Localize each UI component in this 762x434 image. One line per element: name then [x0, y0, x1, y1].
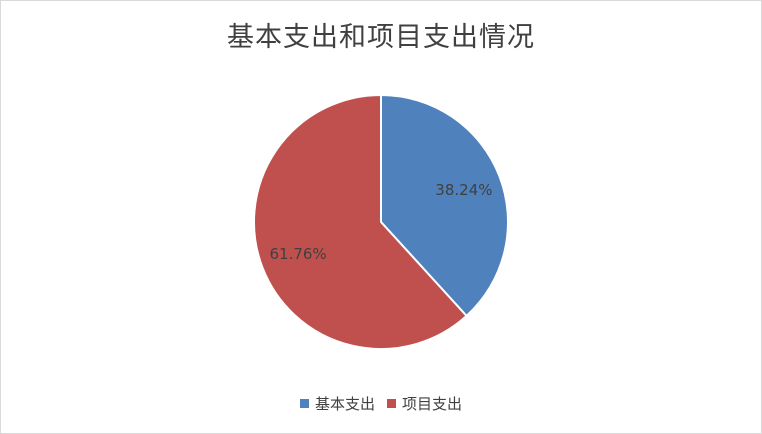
legend-item-project: 项目支出 [387, 393, 462, 414]
legend-label-basic: 基本支出 [314, 395, 375, 413]
chart-title: 基本支出和项目支出情况 [227, 22, 535, 53]
slice-basic [380, 93, 509, 318]
chart-legend: 基本支出 项目支出 [1, 393, 761, 414]
data-label-project: 61.76% [269, 245, 326, 263]
legend-swatch-project [387, 399, 396, 408]
legend-label-project: 项目支出 [402, 395, 463, 413]
data-label-basic: 38.24% [435, 181, 492, 199]
legend-item-basic: 基本支出 [299, 393, 375, 414]
legend-swatch-basic [299, 399, 309, 408]
slice-project [253, 93, 468, 350]
